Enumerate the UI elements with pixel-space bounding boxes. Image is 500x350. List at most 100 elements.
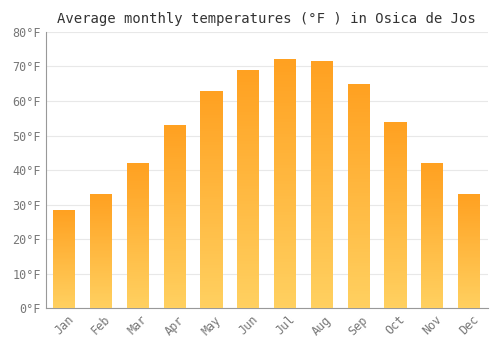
Bar [200,167,222,169]
Bar [90,293,112,294]
Bar [422,294,444,296]
Bar [422,268,444,270]
Bar [348,106,370,109]
Bar [422,198,444,199]
Bar [311,126,333,129]
Bar [274,128,296,131]
Bar [311,120,333,123]
Bar [237,225,260,228]
Bar [384,185,406,187]
Bar [127,292,149,294]
Bar [90,200,112,201]
Bar [311,281,333,284]
Bar [384,294,406,297]
Bar [200,218,222,221]
Bar [274,221,296,224]
Bar [274,234,296,237]
Bar [53,280,76,281]
Bar [237,204,260,207]
Bar [274,94,296,97]
Bar [348,269,370,272]
Bar [458,298,480,300]
Bar [274,215,296,218]
Bar [311,203,333,206]
Bar [53,226,76,227]
Bar [348,140,370,143]
Bar [53,294,76,295]
Bar [422,281,444,283]
Bar [90,216,112,217]
Bar [200,140,222,142]
Bar [90,246,112,247]
Bar [164,221,186,224]
Bar [164,237,186,240]
Bar [127,174,149,176]
Bar [127,272,149,274]
Bar [164,249,186,251]
Bar [200,303,222,306]
Bar [127,199,149,201]
Bar [200,189,222,191]
Bar [90,247,112,248]
Bar [348,148,370,151]
Bar [384,159,406,161]
Bar [53,306,76,307]
Bar [274,302,296,305]
Bar [237,180,260,183]
Bar [90,198,112,200]
Bar [384,292,406,294]
Bar [311,256,333,259]
Bar [127,170,149,172]
Bar [164,148,186,150]
Bar [237,261,260,264]
Bar [458,234,480,236]
Bar [348,246,370,249]
Bar [348,218,370,221]
Bar [127,203,149,205]
Bar [164,231,186,233]
Bar [164,295,186,297]
Bar [274,193,296,196]
Bar [384,227,406,229]
Bar [384,180,406,182]
Bar [164,267,186,270]
Bar [458,267,480,268]
Bar [384,175,406,178]
Bar [422,225,444,227]
Bar [90,211,112,213]
Bar [311,293,333,296]
Bar [164,235,186,237]
Bar [127,276,149,278]
Bar [90,203,112,204]
Bar [53,231,76,232]
Bar [348,89,370,92]
Bar [348,199,370,202]
Bar [422,270,444,272]
Bar [127,248,149,250]
Bar [90,248,112,250]
Bar [422,185,444,187]
Bar [127,189,149,190]
Bar [422,261,444,263]
Bar [384,215,406,217]
Bar [127,278,149,279]
Bar [422,299,444,301]
Bar [200,148,222,150]
Bar [311,86,333,89]
Bar [237,213,260,216]
Bar [311,132,333,135]
Bar [53,279,76,280]
Bar [237,305,260,308]
Bar [164,297,186,299]
Bar [53,278,76,279]
Bar [422,187,444,189]
Bar [127,190,149,192]
Bar [200,248,222,251]
Bar [422,230,444,232]
Bar [422,305,444,307]
Bar [164,139,186,141]
Bar [200,259,222,262]
Bar [53,287,76,289]
Bar [90,298,112,300]
Bar [422,172,444,174]
